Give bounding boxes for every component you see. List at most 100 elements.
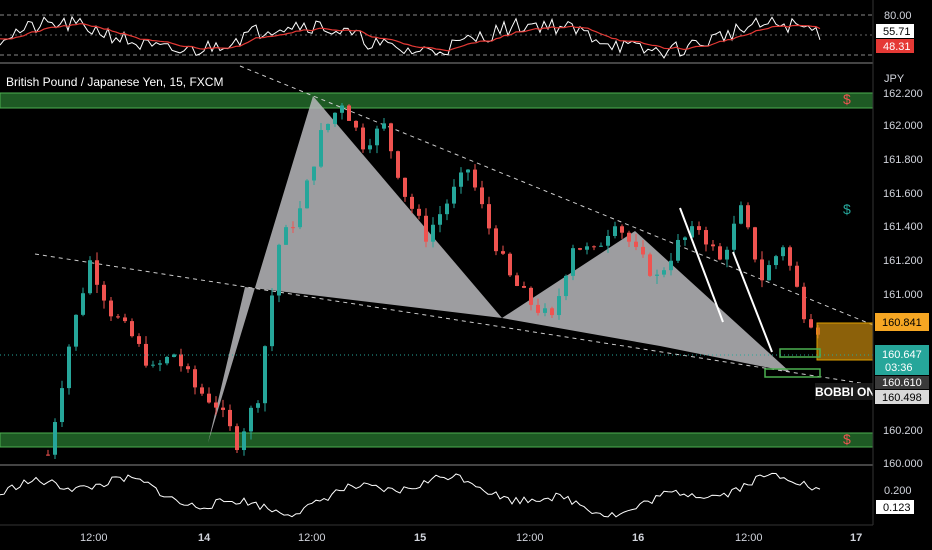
candle-body <box>669 260 673 271</box>
candle-body <box>795 265 799 287</box>
time-label-7: 17 <box>850 532 862 544</box>
candle-body <box>781 247 785 257</box>
candle-body <box>613 226 617 236</box>
resistance-zone[interactable] <box>0 92 874 109</box>
osc-panel[interactable] <box>0 472 821 518</box>
candle-body <box>662 270 666 275</box>
candle-body <box>116 316 120 318</box>
candle-body <box>53 422 57 455</box>
time-label-6: 12:00 <box>735 532 763 544</box>
candle-body <box>578 248 582 250</box>
time-label-1: 14 <box>198 532 211 544</box>
osc-line <box>0 472 821 518</box>
candle-body <box>256 403 260 408</box>
candle-body <box>606 235 610 246</box>
drawn-line-2[interactable] <box>732 251 773 353</box>
rsi-panel[interactable] <box>0 14 873 59</box>
candle-body <box>683 237 687 240</box>
price-tick-5: 161.200 <box>883 255 923 267</box>
candle-body <box>515 275 519 286</box>
candle-body <box>158 363 162 365</box>
time-axis[interactable]: 12:00 14 12:00 15 12:00 16 12:00 17 <box>80 532 862 544</box>
target-box[interactable] <box>816 322 874 361</box>
harmonic-pattern[interactable] <box>208 96 790 443</box>
candle-body <box>760 259 764 281</box>
candle-body <box>508 253 512 276</box>
candle-body <box>732 223 736 250</box>
candle-body <box>641 246 645 255</box>
candle-body <box>361 127 365 150</box>
candle-body <box>46 454 50 456</box>
candle-body <box>228 409 232 427</box>
candle-body <box>284 227 288 245</box>
candle-body <box>151 364 155 366</box>
trendline-lower[interactable] <box>34 253 874 386</box>
rsi-value-label: 55.71 <box>883 26 911 38</box>
price-tick-3: 161.600 <box>883 188 923 200</box>
candle-body <box>739 205 743 224</box>
candle-body <box>144 343 148 366</box>
price-tick-0: 162.200 <box>883 88 923 100</box>
candle-body <box>753 227 757 260</box>
candle-body <box>410 196 414 209</box>
candle-body <box>347 105 351 121</box>
price-panel[interactable]: British Pound / Japanese Yen, 15, FXCM $… <box>0 65 875 459</box>
price-tick-4: 161.400 <box>883 221 923 233</box>
level-b-badge <box>875 390 929 404</box>
stop-box[interactable] <box>764 368 821 378</box>
support-zone[interactable] <box>0 432 874 448</box>
price-axis[interactable]: 80.00 55.71 48.31 JPY 162.200 162.000 16… <box>872 0 932 525</box>
candle-body <box>494 228 498 252</box>
candle-body <box>354 120 358 128</box>
candle-body <box>179 354 183 367</box>
time-label-5: 16 <box>632 532 644 544</box>
candle-body <box>235 426 239 451</box>
price-axis-bg <box>873 0 932 525</box>
candle-body <box>242 431 246 451</box>
candle-body <box>487 204 491 229</box>
candle-body <box>368 145 372 150</box>
candle-body <box>634 241 638 247</box>
last-price-label: 160.647 <box>882 349 922 361</box>
entry-box[interactable] <box>779 348 821 358</box>
candle-body <box>214 402 218 408</box>
rsi-line <box>0 15 821 59</box>
candle-body <box>382 123 386 129</box>
dollar-sign-bottom: $ <box>843 431 851 447</box>
time-label-4: 12:00 <box>516 532 544 544</box>
candle-body <box>403 177 407 197</box>
rsi-value-badge <box>876 24 914 38</box>
candle-body <box>809 319 813 328</box>
candle-body <box>802 286 806 320</box>
price-tick-6: 161.000 <box>883 289 923 301</box>
bobbi-label[interactable]: BOBBI ON <box>815 385 875 399</box>
candle-body <box>585 246 589 250</box>
time-label-2: 12:00 <box>298 532 326 544</box>
candle-body <box>319 130 323 167</box>
candle-body <box>298 208 302 228</box>
drawn-line-1[interactable] <box>679 207 724 323</box>
candle-body <box>550 308 554 316</box>
trendline-upper[interactable] <box>239 65 874 326</box>
osc-level-label: 0.200 <box>884 485 912 497</box>
candle-body <box>74 314 78 347</box>
candle-body <box>67 346 71 389</box>
rsi-ma-badge <box>876 39 914 53</box>
candle-body <box>571 248 575 276</box>
candle-body <box>424 215 428 242</box>
price-tick-2: 161.800 <box>883 154 923 166</box>
bobbi-label-bg <box>815 383 873 400</box>
countdown-label: 03:36 <box>885 362 913 374</box>
candle-body <box>592 246 596 248</box>
candle-body <box>767 265 771 281</box>
rsi-upper-label: 80.00 <box>884 10 912 22</box>
candle-body <box>270 295 274 347</box>
candle-body <box>711 244 715 247</box>
candle-body <box>193 369 197 388</box>
candle-body <box>445 203 449 215</box>
symbol-title[interactable]: British Pound / Japanese Yen, 15, FXCM <box>6 75 223 89</box>
price-tick-7: 160.200 <box>883 425 923 437</box>
osc-value-label: 0.123 <box>883 502 911 514</box>
target-price-badge <box>875 313 929 331</box>
